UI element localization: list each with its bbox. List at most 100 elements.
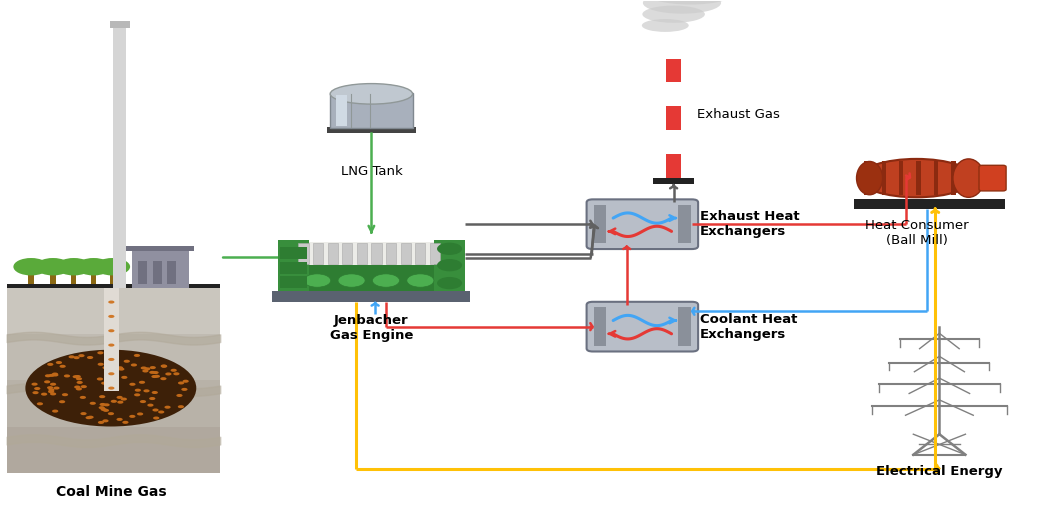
Text: Heat Consumer
(Ball Mill): Heat Consumer (Ball Mill): [864, 219, 969, 247]
Circle shape: [56, 258, 92, 276]
Circle shape: [153, 417, 159, 420]
FancyBboxPatch shape: [110, 273, 115, 284]
Circle shape: [338, 274, 365, 287]
FancyBboxPatch shape: [280, 276, 307, 288]
FancyBboxPatch shape: [667, 107, 681, 130]
Circle shape: [154, 375, 160, 378]
Circle shape: [161, 365, 167, 368]
Ellipse shape: [643, 0, 721, 14]
Circle shape: [109, 358, 115, 361]
Circle shape: [437, 259, 462, 271]
Circle shape: [149, 366, 156, 369]
FancyBboxPatch shape: [103, 288, 119, 391]
FancyBboxPatch shape: [342, 243, 352, 264]
FancyBboxPatch shape: [594, 205, 606, 244]
Circle shape: [99, 395, 106, 398]
Circle shape: [48, 388, 54, 391]
Circle shape: [177, 394, 183, 397]
FancyBboxPatch shape: [132, 247, 189, 288]
Circle shape: [152, 375, 158, 378]
Circle shape: [109, 387, 115, 390]
Circle shape: [52, 409, 59, 413]
FancyBboxPatch shape: [916, 161, 921, 195]
Circle shape: [47, 363, 53, 366]
FancyBboxPatch shape: [280, 247, 307, 259]
Text: Coolant Heat
Exchangers: Coolant Heat Exchangers: [700, 313, 797, 340]
Circle shape: [141, 367, 147, 370]
Circle shape: [87, 356, 93, 359]
Circle shape: [407, 274, 434, 287]
Circle shape: [121, 398, 126, 401]
Circle shape: [80, 412, 87, 415]
FancyBboxPatch shape: [314, 243, 323, 264]
Circle shape: [160, 377, 166, 380]
FancyBboxPatch shape: [71, 273, 76, 284]
FancyBboxPatch shape: [594, 307, 606, 346]
FancyBboxPatch shape: [429, 243, 440, 264]
Circle shape: [131, 364, 137, 367]
FancyBboxPatch shape: [667, 35, 681, 59]
FancyBboxPatch shape: [586, 199, 698, 249]
Circle shape: [161, 365, 167, 368]
Circle shape: [178, 382, 184, 385]
FancyBboxPatch shape: [126, 246, 194, 251]
Ellipse shape: [859, 159, 974, 197]
FancyBboxPatch shape: [434, 239, 465, 291]
Text: Coal Mine Gas: Coal Mine Gas: [55, 486, 166, 500]
Circle shape: [117, 366, 123, 369]
Circle shape: [108, 412, 114, 415]
Circle shape: [181, 388, 187, 391]
Circle shape: [152, 391, 158, 394]
Circle shape: [153, 371, 159, 374]
Circle shape: [45, 374, 51, 377]
FancyBboxPatch shape: [50, 273, 55, 284]
FancyBboxPatch shape: [6, 334, 220, 473]
Circle shape: [14, 258, 49, 276]
FancyBboxPatch shape: [667, 130, 681, 154]
Circle shape: [48, 390, 54, 393]
Circle shape: [49, 374, 54, 377]
FancyBboxPatch shape: [299, 243, 308, 264]
Circle shape: [118, 368, 124, 371]
FancyBboxPatch shape: [899, 161, 904, 195]
FancyBboxPatch shape: [280, 262, 307, 273]
Circle shape: [74, 375, 80, 378]
Circle shape: [79, 396, 86, 399]
Circle shape: [116, 396, 122, 399]
Circle shape: [37, 402, 43, 405]
FancyBboxPatch shape: [356, 243, 367, 264]
Circle shape: [149, 397, 156, 400]
Circle shape: [135, 389, 141, 392]
FancyBboxPatch shape: [278, 263, 465, 291]
FancyBboxPatch shape: [336, 95, 347, 126]
Circle shape: [100, 408, 107, 411]
Circle shape: [109, 372, 115, 375]
Circle shape: [86, 416, 92, 419]
FancyBboxPatch shape: [167, 261, 177, 284]
FancyBboxPatch shape: [653, 178, 695, 184]
Circle shape: [164, 406, 170, 409]
FancyBboxPatch shape: [153, 261, 162, 284]
Text: LNG Tank: LNG Tank: [341, 165, 402, 178]
Circle shape: [109, 329, 115, 332]
FancyBboxPatch shape: [327, 127, 416, 133]
Circle shape: [99, 403, 106, 406]
FancyBboxPatch shape: [678, 307, 691, 346]
FancyBboxPatch shape: [91, 273, 96, 284]
FancyBboxPatch shape: [327, 243, 338, 264]
Circle shape: [76, 381, 83, 384]
Circle shape: [75, 387, 82, 390]
Text: Jenbacher
Gas Engine: Jenbacher Gas Engine: [329, 314, 413, 342]
Circle shape: [80, 385, 87, 388]
Circle shape: [59, 400, 65, 403]
Circle shape: [97, 377, 103, 381]
Circle shape: [31, 383, 38, 386]
Circle shape: [144, 367, 150, 370]
Circle shape: [147, 404, 154, 407]
Circle shape: [134, 393, 140, 397]
Circle shape: [41, 392, 47, 396]
FancyBboxPatch shape: [294, 242, 449, 265]
Circle shape: [98, 406, 105, 409]
Circle shape: [98, 421, 105, 424]
Circle shape: [101, 382, 108, 385]
